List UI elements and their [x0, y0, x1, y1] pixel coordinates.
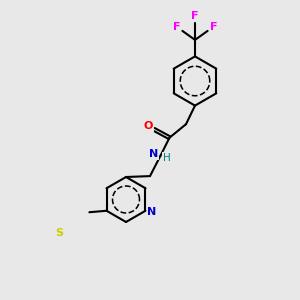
- Text: N: N: [148, 207, 157, 217]
- Text: N: N: [149, 149, 158, 159]
- Text: O: O: [144, 121, 153, 131]
- Text: F: F: [173, 22, 180, 32]
- Text: F: F: [191, 11, 199, 21]
- Text: S: S: [55, 228, 63, 238]
- Text: F: F: [210, 22, 217, 32]
- Text: H: H: [163, 153, 170, 163]
